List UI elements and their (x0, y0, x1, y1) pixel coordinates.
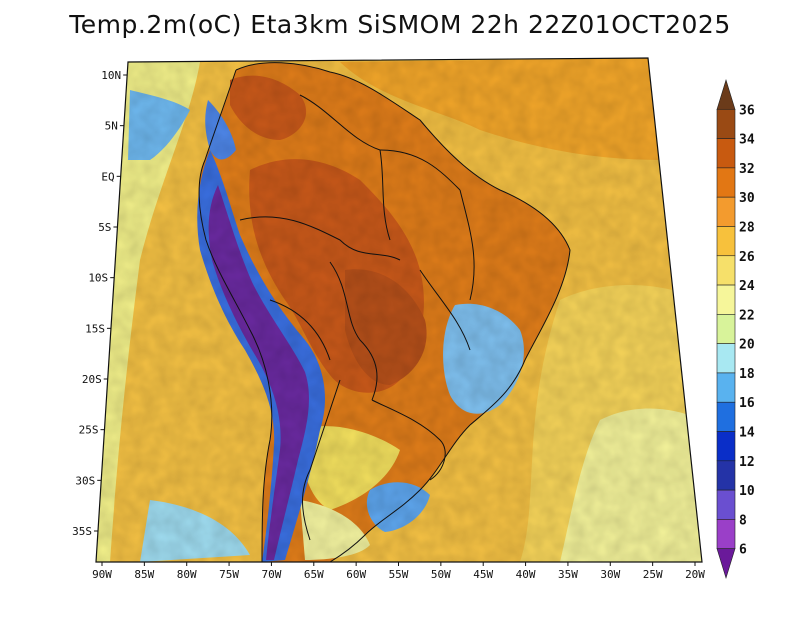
colorbar-swatch (716, 401, 736, 432)
colorbar-swatch (716, 196, 736, 227)
lon-tick-label: 50W (431, 568, 451, 581)
colorbar-swatch (716, 78, 736, 110)
colorbar-label: 26 (739, 250, 755, 265)
lon-tick-label: 35W (558, 568, 578, 581)
country-borders (198, 62, 571, 562)
latitude-axis: 10N 5N EQ 5S 10S 15S 20S 25S 30S 35S (72, 69, 128, 538)
colorbar-swatch (716, 431, 736, 462)
lon-tick-label: 25W (643, 568, 663, 581)
colorbar-label: 22 (739, 308, 755, 323)
lon-tick-label: 85W (134, 568, 154, 581)
lat-tick-label: 10N (101, 69, 121, 82)
colorbar-swatch (716, 167, 736, 198)
colorbar-label: 24 (739, 279, 755, 294)
colorbar-label: 20 (739, 338, 755, 353)
lon-tick-label: 75W (219, 568, 239, 581)
colorbar-label: 12 (739, 455, 755, 470)
colorbar-label: 32 (739, 162, 755, 177)
colorbar-label: 34 (739, 133, 755, 148)
colorbar-swatch (716, 519, 736, 550)
lat-tick-label: 20S (82, 373, 102, 386)
plot-frame (95, 57, 703, 563)
map-title: Temp.2m(oC) Eta3km SiSMOM 22h 22Z01OCT20… (69, 10, 731, 39)
lon-tick-label: 20W (685, 568, 705, 581)
lon-tick-label: 45W (473, 568, 493, 581)
colorbar-label: 8 (739, 513, 747, 528)
lon-tick-label: 80W (177, 568, 197, 581)
lat-tick-label: 25S (79, 424, 99, 437)
colorbar-swatch (716, 314, 736, 344)
lat-tick-label: 10S (88, 272, 108, 285)
lat-tick-label: 35S (72, 525, 92, 538)
plot-area (96, 58, 702, 562)
colorbar-label: 30 (739, 191, 755, 206)
colorbar-swatch (716, 489, 736, 520)
colorbar: 36 34 32 30 28 26 24 22 20 18 16 14 12 10 8 6 (716, 78, 755, 580)
lon-tick-label: 65W (304, 568, 324, 581)
colorbar-swatch (716, 108, 736, 139)
lat-tick-label: 15S (85, 322, 105, 335)
colorbar-swatch (716, 226, 736, 257)
colorbar-swatch (716, 343, 736, 374)
lat-tick-label: 30S (75, 474, 95, 487)
longitude-axis: 90W 85W 80W 75W 70W 65W 60W 55W 50W 45W 40W 35W 30W 2… (92, 562, 705, 581)
lon-tick-label: 30W (600, 568, 620, 581)
colorbar-label: 28 (739, 220, 755, 235)
colorbar-swatch (716, 372, 736, 403)
lat-tick-label: 5S (98, 221, 111, 234)
lon-tick-label: 70W (261, 568, 281, 581)
colorbar-label: 10 (739, 484, 755, 499)
colorbar-label: 14 (739, 426, 755, 441)
lat-tick-label: 5N (105, 120, 118, 133)
colorbar-label: 18 (739, 367, 755, 382)
lon-tick-label: 90W (92, 568, 112, 581)
colorbar-swatch (716, 255, 736, 286)
lon-tick-label: 55W (389, 568, 409, 581)
lon-tick-label: 60W (346, 568, 366, 581)
colorbar-swatch (716, 284, 736, 315)
colorbar-label: 36 (739, 103, 755, 118)
colorbar-swatch (716, 548, 736, 580)
lat-tick-label: EQ (101, 170, 114, 183)
colorbar-swatch (716, 138, 736, 169)
colorbar-swatch (716, 460, 736, 491)
colorbar-label: 6 (739, 543, 747, 558)
colorbar-label: 16 (739, 396, 755, 411)
lon-tick-label: 40W (516, 568, 536, 581)
